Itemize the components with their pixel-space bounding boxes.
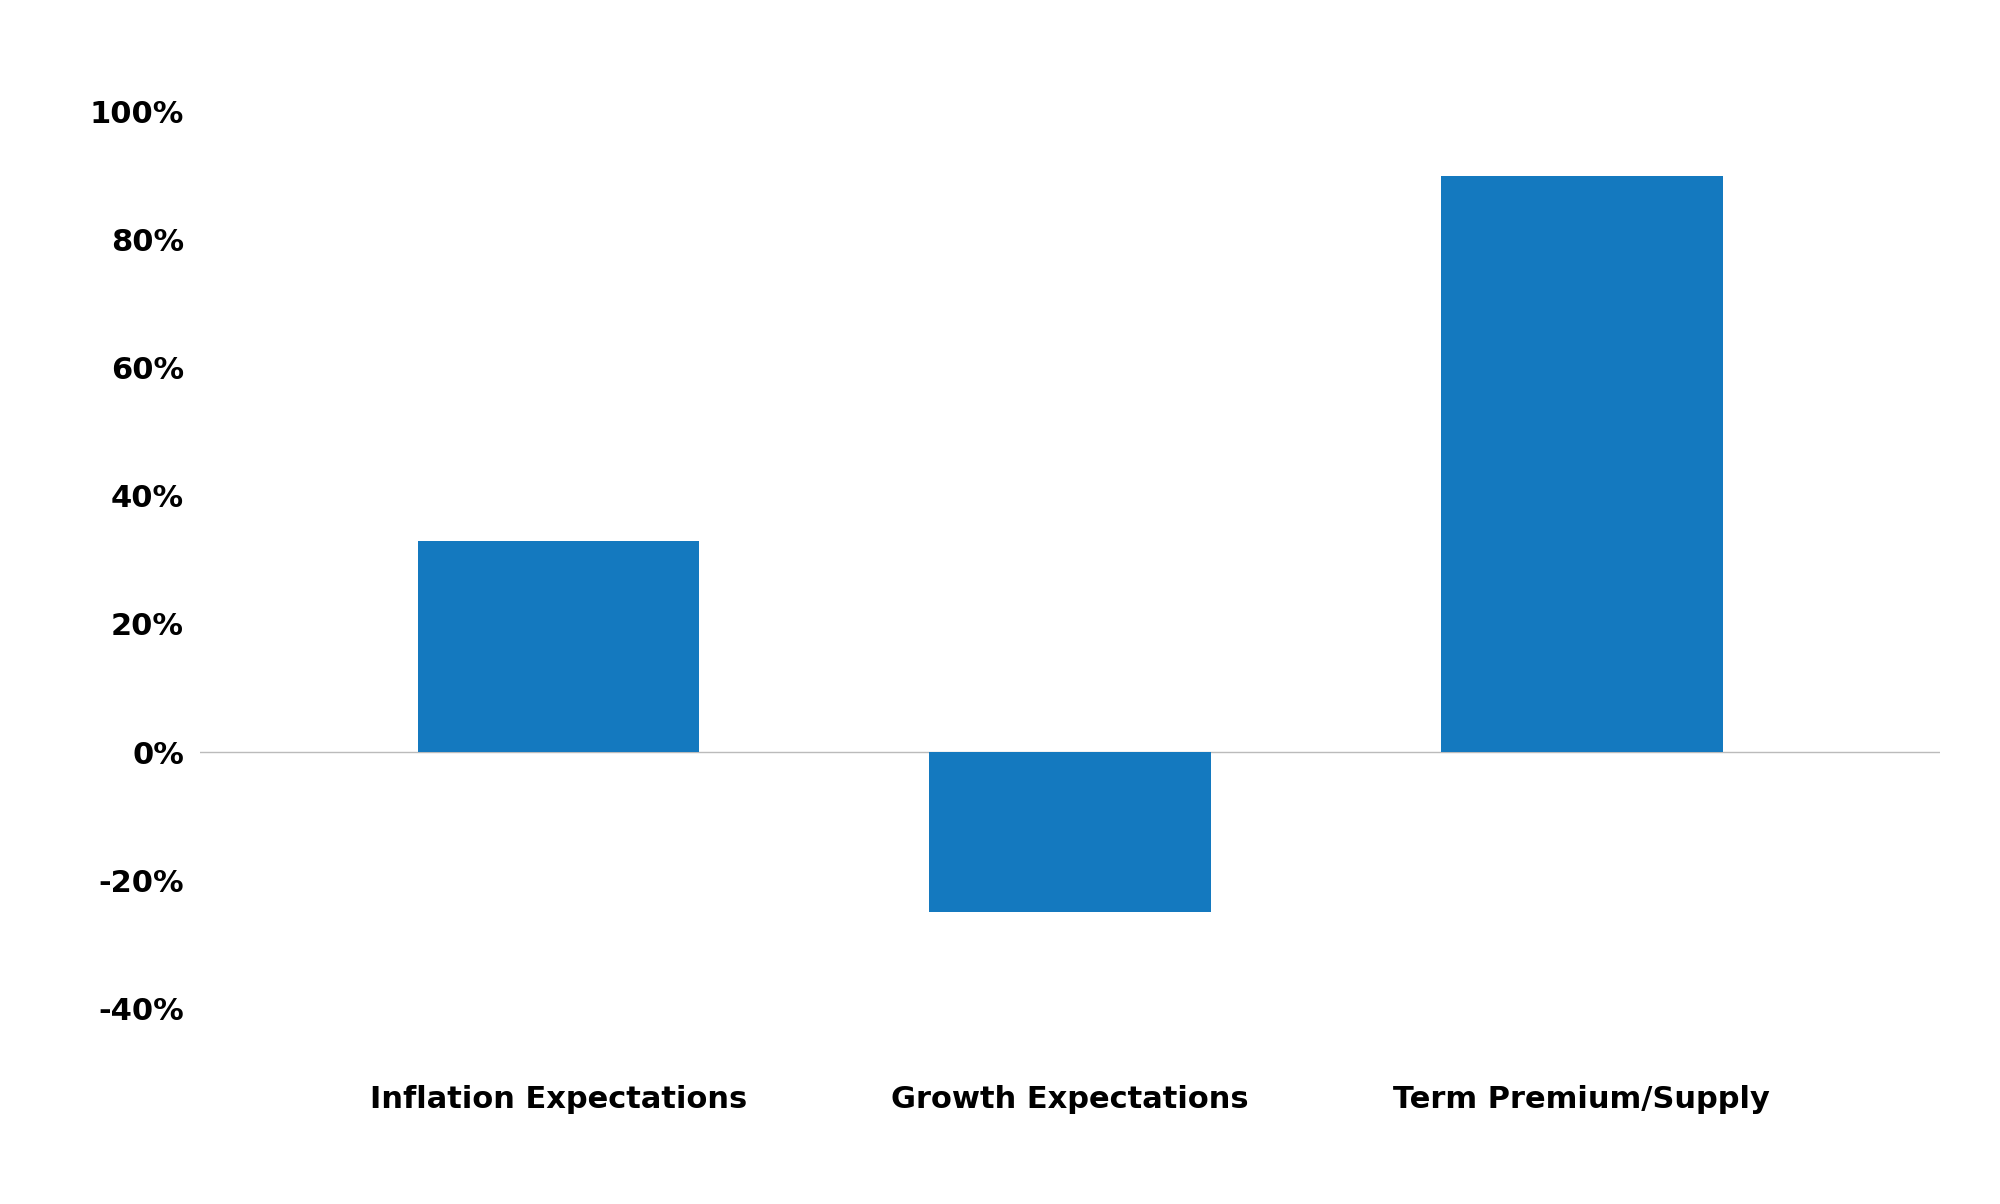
- Bar: [418, 541, 698, 752]
- Bar: [930, 752, 1210, 913]
- Bar: [1442, 176, 1722, 752]
